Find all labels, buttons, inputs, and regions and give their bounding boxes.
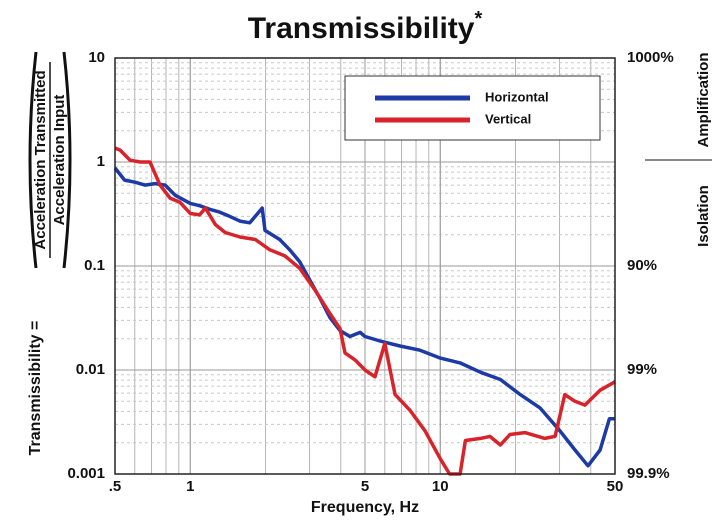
x-tick-label: 10	[432, 478, 449, 495]
y2-region-label: Isolation	[695, 185, 712, 247]
chart-title: Transmissibility*	[248, 8, 483, 45]
legend-box	[344, 75, 601, 141]
y2-tick-label: 99%	[627, 361, 657, 378]
y2-tick-label: 90%	[627, 257, 657, 274]
y-tick-label: 1	[97, 153, 105, 170]
y2-region-label: Amplification	[695, 52, 712, 147]
series-line	[114, 146, 616, 476]
y-tick-label: 0.001	[67, 465, 105, 482]
y2-tick-label: 99.9%	[627, 465, 670, 482]
title-text: Transmissibility	[248, 12, 475, 45]
y-axis-denominator: Acceleration Input	[51, 95, 68, 226]
y-axis-label: Transmissibility =	[27, 321, 44, 456]
legend-label: Vertical	[485, 111, 531, 126]
y-tick-label: 10	[88, 49, 105, 66]
x-tick-label: 5	[361, 478, 369, 495]
legend: Horizontal Vertical	[344, 75, 601, 141]
plot-frame	[114, 57, 616, 475]
y-axis-numerator: Acceleration Transmitted	[32, 70, 49, 249]
y-tick-label: 0.1	[84, 257, 105, 274]
left-paren	[28, 51, 38, 269]
legend-label: Horizontal	[485, 89, 549, 104]
y2-tick-label: 1000%	[627, 49, 674, 66]
x-tick-label: 50	[607, 478, 624, 495]
x-tick-label: .5	[109, 478, 122, 495]
y-tick-label: 0.01	[76, 361, 105, 378]
x-tick-label: 1	[186, 478, 194, 495]
right-paren	[62, 51, 72, 269]
lines	[113, 146, 616, 476]
x-axis-label: Frequency, Hz	[311, 499, 419, 516]
title-marker: *	[474, 8, 482, 30]
